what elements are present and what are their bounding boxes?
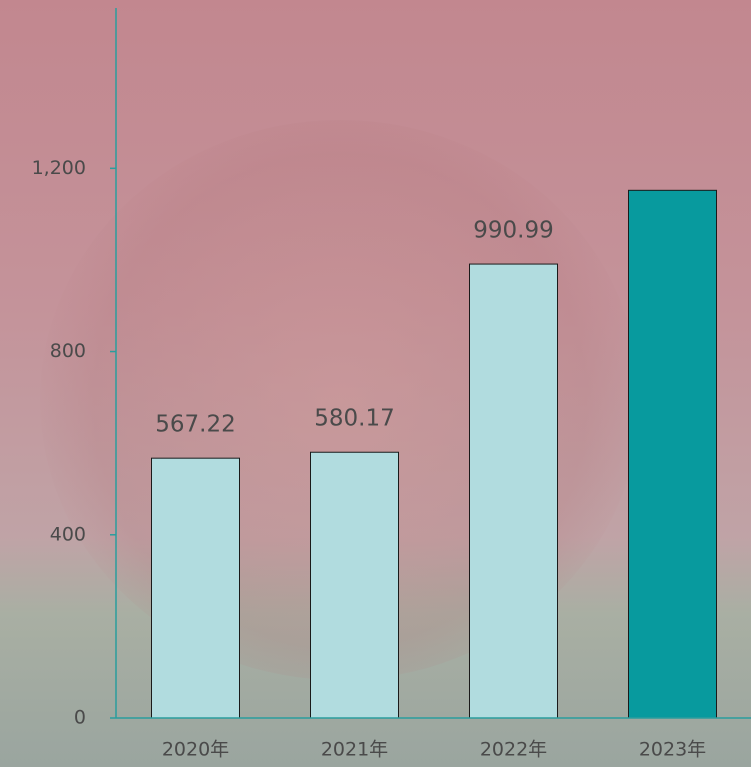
- bar: [470, 264, 558, 718]
- x-tick-label: 2023年: [639, 739, 706, 761]
- bar: [629, 190, 717, 718]
- y-tick-label: 800: [50, 340, 86, 362]
- data-label: 567.22: [155, 412, 235, 438]
- data-label: 580.17: [314, 406, 394, 432]
- x-tick-label: 2021年: [321, 739, 388, 761]
- bar: [152, 458, 240, 718]
- x-tick-label: 2022年: [480, 739, 547, 761]
- y-tick-label: 1,200: [32, 157, 86, 179]
- data-label: 990.99: [473, 218, 553, 244]
- bar: [311, 452, 399, 718]
- x-tick-label: 2020年: [162, 739, 229, 761]
- chart: 2020年 567.22 2021年 580.17 2022年 990.99 2023年 0 4…: [0, 0, 751, 767]
- y-tick-label: 400: [50, 523, 86, 545]
- page: {"chart_data": {"type": "bar", "categori…: [0, 0, 751, 767]
- y-tick-label: 0: [74, 707, 86, 729]
